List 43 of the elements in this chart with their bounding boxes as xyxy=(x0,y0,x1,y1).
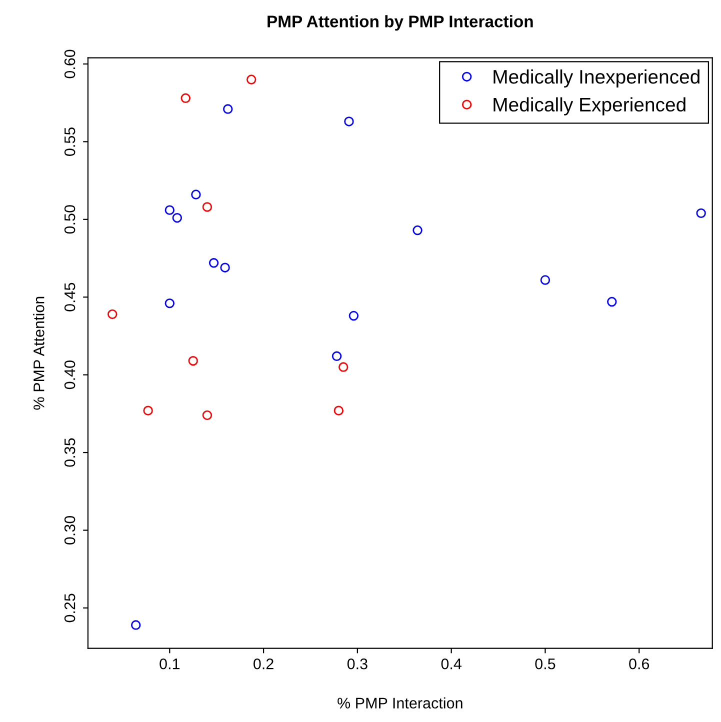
point xyxy=(143,406,153,416)
point xyxy=(108,309,118,320)
point xyxy=(202,410,212,420)
point xyxy=(246,74,256,84)
point xyxy=(412,225,422,236)
y-tick-label: 0.60 xyxy=(64,50,76,78)
y-tick-label: 0.25 xyxy=(64,594,76,622)
x-tick-label: 0.1 xyxy=(160,658,180,670)
x-axis-title: % PMP Interaction xyxy=(338,697,462,709)
chart-title: PMP Attention by PMP Interaction xyxy=(268,15,533,31)
point xyxy=(607,296,617,307)
point xyxy=(191,190,201,200)
y-axis-title: % PMP Attention xyxy=(33,296,44,410)
point xyxy=(348,310,359,321)
y-tick-label: 0.40 xyxy=(64,360,76,390)
point xyxy=(202,202,212,212)
x-tick-label: 0.4 xyxy=(441,658,462,670)
x-tick-label: 0.2 xyxy=(254,658,274,670)
y-tick-label: 0.50 xyxy=(64,205,76,234)
legend-label: Medically Experienced xyxy=(494,97,686,116)
point xyxy=(332,351,342,362)
point xyxy=(208,258,219,268)
y-tick-label: 0.55 xyxy=(64,127,76,156)
point xyxy=(180,93,190,104)
x-tick-label: 0.6 xyxy=(629,658,650,670)
x-tick-label: 0.3 xyxy=(347,658,368,670)
point xyxy=(344,116,354,126)
point xyxy=(540,275,550,285)
point xyxy=(223,104,233,114)
point xyxy=(164,205,175,215)
y-tick-label: 0.35 xyxy=(64,438,76,467)
point xyxy=(188,356,198,366)
point xyxy=(338,362,348,372)
point xyxy=(164,298,175,308)
point xyxy=(220,262,230,272)
point xyxy=(696,208,706,218)
point xyxy=(172,212,182,223)
point xyxy=(130,620,141,630)
x-tick-label: 0.5 xyxy=(535,658,556,670)
y-tick-label: 0.45 xyxy=(64,282,76,312)
y-tick-label: 0.30 xyxy=(64,516,76,545)
legend-label: Medically Inexperienced xyxy=(494,69,700,88)
point xyxy=(334,406,344,416)
